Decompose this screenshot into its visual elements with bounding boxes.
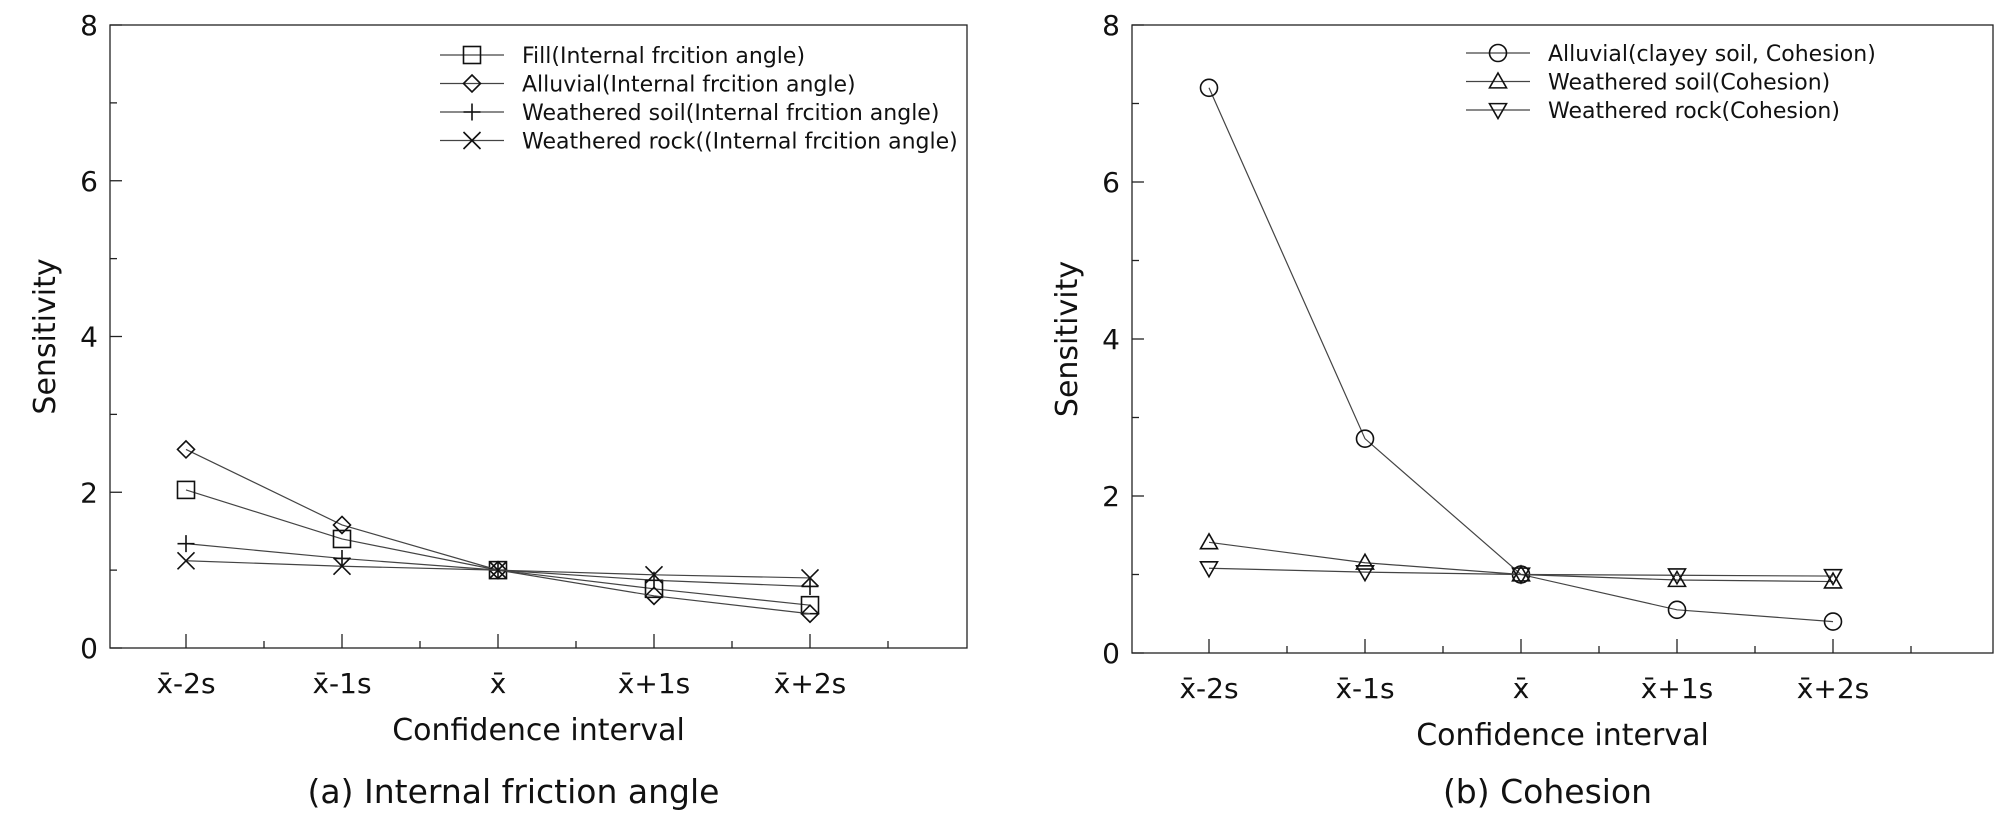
- data-point: [1355, 429, 1375, 448]
- legend-entry: Weathered rock((Internal frcition angle): [440, 130, 958, 155]
- data-point: [332, 529, 352, 549]
- x-tick-label: x̄-1s: [1335, 672, 1394, 705]
- y-tick-label: 6: [80, 165, 98, 198]
- x-tick-label: x̄: [490, 667, 507, 700]
- series-circle: [1199, 78, 1843, 631]
- y-tick-label: 2: [1102, 480, 1120, 513]
- series-line: [185, 448, 811, 615]
- chart-caption: (a) Internal friction angle: [308, 772, 720, 811]
- legend: Alluvial(clayey soil, Cohesion) Weathered…: [1466, 42, 1876, 124]
- legend-label: Alluvial(clayey soil, Cohesion): [1548, 42, 1876, 67]
- series-diamond: [176, 439, 820, 624]
- data-point: [1199, 561, 1219, 579]
- legend-marker: [463, 103, 481, 121]
- data-point: [1823, 612, 1843, 631]
- y-tick-label: 2: [80, 476, 98, 509]
- data-point: [488, 561, 508, 580]
- data-point: [644, 586, 664, 606]
- x-tick-label: x̄-2s: [1179, 672, 1238, 705]
- data-point: [644, 565, 664, 584]
- chart-b: 0 2 4 6 8 x̄-2s x̄-1s x̄ x̄+1s x̄+2s Confidence in…: [1050, 9, 1994, 811]
- data-point: [332, 557, 352, 576]
- legend-marker: [1488, 102, 1508, 121]
- legend-entry: Fill(Internal frcition angle): [440, 44, 805, 69]
- legend-label: Fill(Internal frcition angle): [522, 44, 805, 69]
- data-point: [1823, 571, 1843, 589]
- data-point: [332, 515, 352, 535]
- x-axis-label: Confidence interval: [1416, 718, 1709, 753]
- y-tick-label: 4: [80, 321, 98, 354]
- y-tick-label: 8: [80, 9, 98, 42]
- data-point: [1667, 568, 1687, 586]
- legend-marker: [1488, 43, 1508, 63]
- x-tick-label: x̄+2s: [774, 667, 846, 700]
- data-point: [177, 535, 195, 553]
- y-tick-label: 8: [1102, 9, 1120, 42]
- data-point: [800, 604, 820, 624]
- chart-a: 0 2 4 6 8 x̄-2s x̄-1s x̄ x̄+1s x̄+2s Confidence in…: [28, 9, 968, 811]
- data-point: [1667, 569, 1687, 588]
- legend-label: Weathered rock((Internal frcition angle): [522, 130, 958, 155]
- legend-entry: Alluvial(clayey soil, Cohesion): [1466, 42, 1876, 67]
- y-axis-label: Sensitivity: [28, 258, 63, 414]
- x-tick-label: x̄+1s: [1641, 672, 1713, 705]
- legend-marker: [462, 73, 482, 94]
- x-tick-label: x̄-1s: [312, 667, 371, 700]
- series-line: [185, 489, 811, 606]
- legend-entry: Weathered soil(Cohesion): [1466, 71, 1830, 96]
- y-tick-label: 6: [1102, 166, 1120, 199]
- series-square: [176, 480, 820, 615]
- legend-entry: Weathered rock(Cohesion): [1466, 99, 1840, 124]
- legend-marker: [1488, 71, 1508, 89]
- series-line: [1208, 87, 1834, 623]
- x-tick-label: x̄+1s: [618, 667, 690, 700]
- series-line: [1208, 567, 1834, 577]
- y-axis-label: Sensitivity: [1050, 261, 1085, 417]
- legend-label: Weathered soil(Cohesion): [1548, 71, 1830, 96]
- data-point: [333, 549, 351, 567]
- y-tick-label: 0: [1102, 637, 1120, 670]
- data-point: [176, 439, 196, 460]
- x-tick-label: x̄-2s: [156, 667, 215, 700]
- data-point: [176, 480, 196, 500]
- data-point: [1199, 532, 1219, 550]
- data-point: [1667, 600, 1687, 620]
- x-tick-label: x̄: [1513, 672, 1530, 705]
- legend-label: Alluvial(Internal frcition angle): [522, 73, 856, 98]
- y-tick-label: 4: [1102, 323, 1120, 356]
- x-tick-label: x̄+2s: [1797, 672, 1869, 705]
- series-plus: [177, 535, 819, 595]
- data-point: [801, 577, 819, 595]
- legend: Fill(Internal frcition angle) Alluvial(In…: [440, 44, 958, 155]
- legend-label: Weathered soil(Internal frcition angle): [522, 101, 939, 126]
- data-point: [1355, 564, 1375, 583]
- legend-marker: [462, 131, 482, 150]
- legend-marker: [462, 45, 482, 65]
- x-axis-label: Confidence interval: [392, 713, 685, 748]
- legend-label: Weathered rock(Cohesion): [1548, 99, 1840, 124]
- data-point: [1511, 564, 1531, 582]
- data-point: [1511, 567, 1531, 585]
- data-point: [1199, 78, 1219, 98]
- data-point: [176, 551, 196, 570]
- data-point: [1355, 552, 1375, 570]
- series-x: [176, 551, 820, 587]
- series-triangle-down: [1199, 561, 1843, 587]
- y-tick-label: 0: [80, 632, 98, 665]
- data-point: [800, 568, 820, 587]
- legend-entry: Alluvial(Internal frcition angle): [440, 73, 856, 98]
- legend-entry: Weathered soil(Internal frcition angle): [440, 101, 939, 126]
- series-triangle-up: [1199, 532, 1843, 589]
- data-point: [1823, 568, 1843, 587]
- chart-caption: (b) Cohesion: [1443, 772, 1652, 811]
